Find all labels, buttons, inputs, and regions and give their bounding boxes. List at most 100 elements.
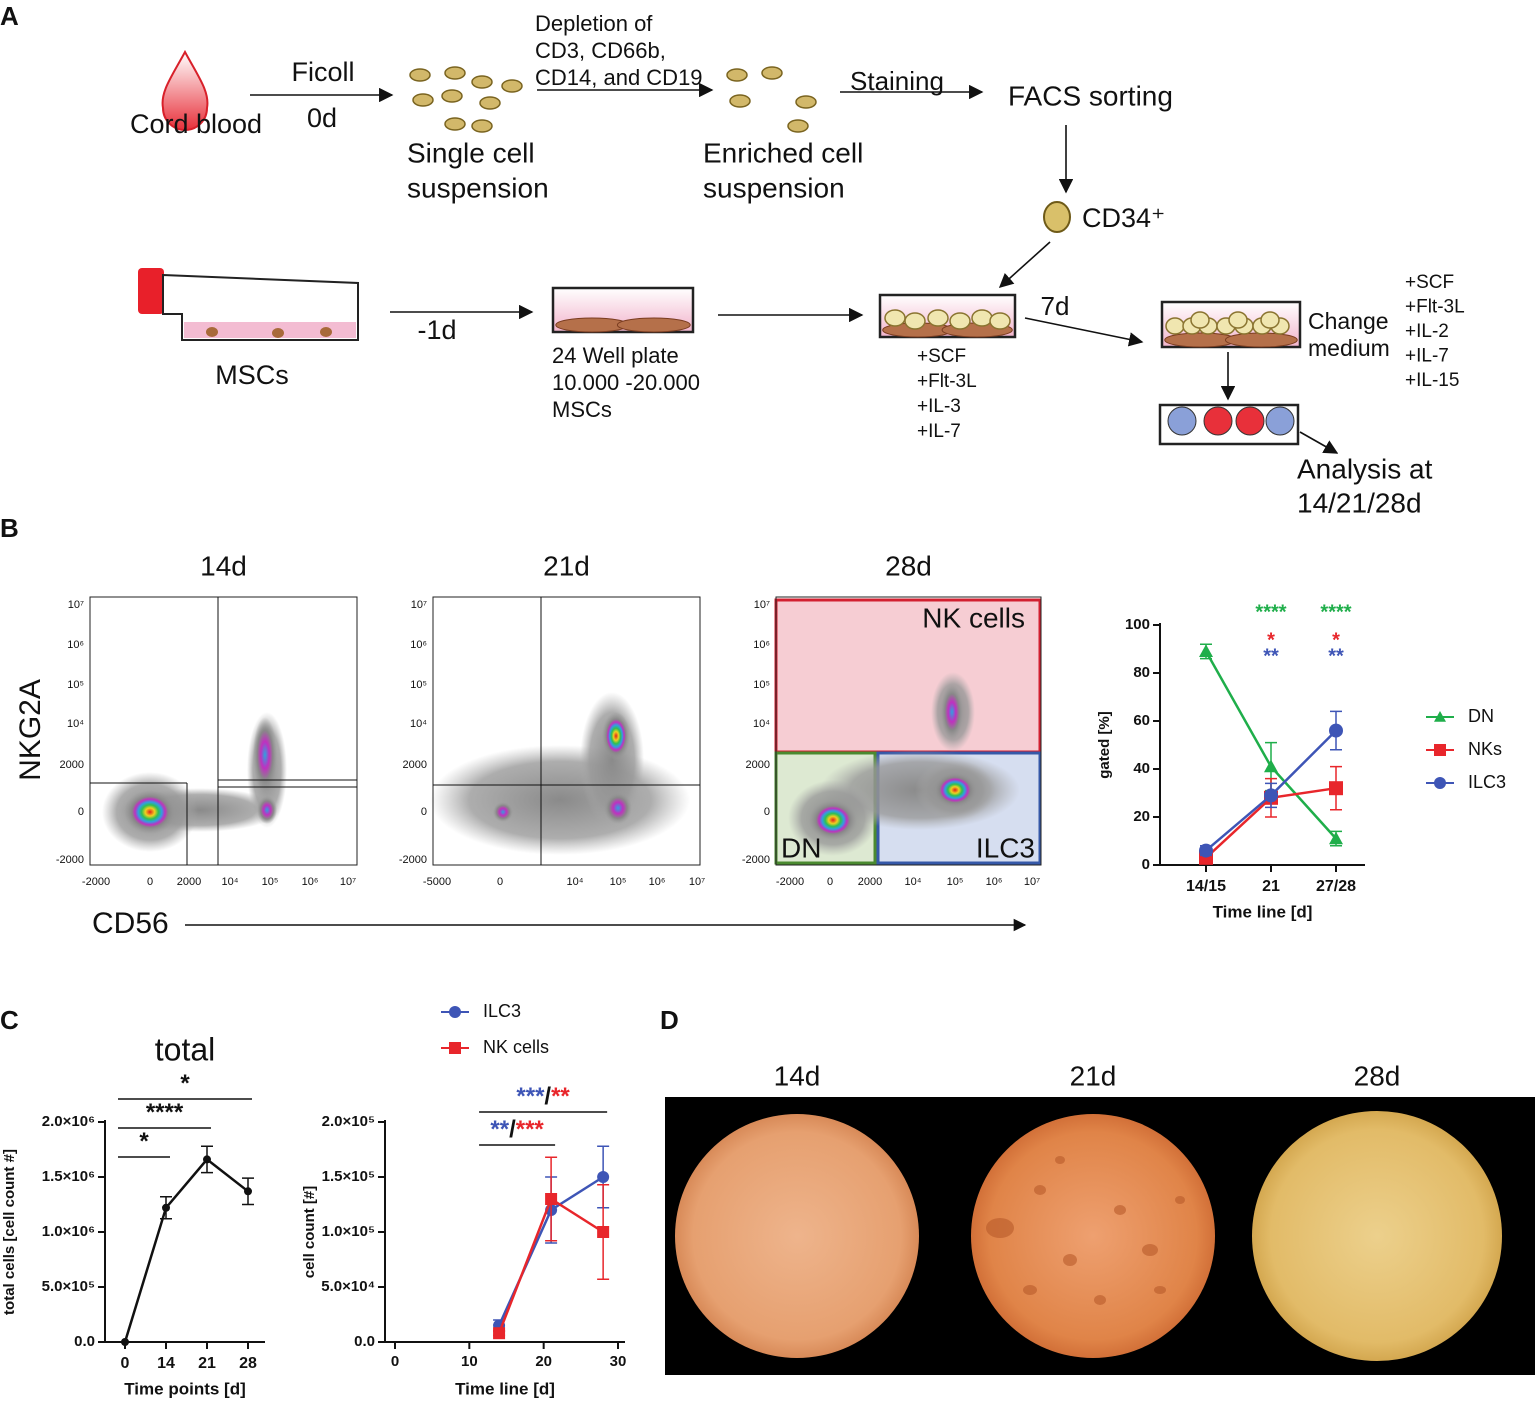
marker (1199, 843, 1213, 858)
y-tick-label: 10⁴ (410, 718, 427, 730)
marker (597, 1226, 610, 1238)
cell (444, 66, 466, 80)
significance: **** (1320, 601, 1351, 623)
legend-label: ILC3 (483, 1001, 521, 1021)
y-axis-title: cell count [#] (301, 1186, 318, 1279)
micrograph-title: 21d (1070, 1060, 1117, 1091)
label: +IL-7 (917, 421, 961, 442)
significance-part: *** (516, 1116, 545, 1143)
y-axis-title: gated [%] (1096, 711, 1113, 779)
x-tick-label: 2000 (858, 876, 882, 888)
marker (121, 1338, 129, 1346)
cell (761, 66, 783, 80)
density (604, 792, 632, 824)
marker (162, 1203, 170, 1212)
y-tick-label: 0 (421, 806, 427, 818)
y-tick-label: -2000 (399, 854, 427, 866)
msc (320, 327, 332, 337)
significance: **/*** (490, 1116, 544, 1143)
label: Single cell (407, 137, 535, 168)
arrow (1299, 431, 1339, 454)
y-tick-label: 1.5×10⁶ (42, 1168, 95, 1185)
label: MSCs (552, 397, 612, 422)
marker (545, 1193, 558, 1205)
cell (949, 312, 971, 330)
y-tick-label: 0.0 (74, 1333, 95, 1350)
x-tick-label: 21 (1262, 878, 1280, 895)
legend-label: ILC3 (1468, 772, 1506, 792)
y-tick-label: 2000 (60, 759, 84, 771)
legend-label: DN (1468, 706, 1494, 726)
label: 0d (307, 103, 337, 133)
axis-title: NKG2A (14, 679, 47, 781)
cell (471, 75, 493, 89)
cell (1165, 317, 1185, 335)
significance: ** (1328, 645, 1344, 667)
significance-part: **** (146, 1099, 184, 1126)
cell (1235, 406, 1265, 436)
significance-part: *** (516, 1083, 545, 1110)
y-tick-label: 10⁷ (68, 599, 84, 611)
y-tick-label: 10⁴ (67, 718, 84, 730)
cell (1260, 311, 1280, 329)
x-tick-label: 10⁵ (610, 876, 627, 888)
micrograph (1252, 1111, 1502, 1361)
micrograph (971, 1114, 1215, 1358)
label: +IL-2 (1405, 321, 1449, 342)
y-tick-label: 0 (78, 806, 84, 818)
label: -1d (417, 315, 456, 345)
x-tick-label: 0 (147, 876, 153, 888)
colony (1154, 1286, 1166, 1294)
y-tick-label: 10⁴ (753, 718, 770, 730)
label: Change (1308, 308, 1389, 334)
cell (1203, 406, 1233, 436)
gate-label: NK cells (922, 602, 1025, 633)
significance: **** (146, 1099, 184, 1126)
msc (272, 328, 284, 338)
plot-title: 28d (885, 550, 932, 581)
cell (501, 79, 523, 93)
x-tick-label: 10⁶ (302, 876, 319, 888)
panel-label: C (0, 1005, 19, 1035)
x-tick-label: 14/15 (1186, 878, 1226, 895)
significance: * (1267, 629, 1275, 651)
x-tick-label: 0 (827, 876, 833, 888)
label: MSCs (215, 360, 289, 390)
label: +IL-7 (1405, 346, 1449, 367)
micrograph-title: 28d (1354, 1060, 1401, 1091)
plot-title: 14d (200, 550, 247, 581)
x-tick-label: 10⁷ (1024, 876, 1040, 888)
plot-frame (89, 596, 358, 866)
significance: **** (1255, 601, 1286, 623)
chart-title: total (155, 1031, 215, 1067)
plot-frame (432, 596, 701, 866)
colony (1094, 1295, 1106, 1305)
msc (206, 327, 218, 337)
micrograph (675, 1114, 919, 1358)
cell (726, 68, 748, 82)
cell (795, 95, 817, 109)
y-tick-label: 2.0×10⁶ (42, 1113, 95, 1130)
micrograph-title: 14d (774, 1060, 821, 1091)
marker (1199, 644, 1213, 657)
arrow (998, 241, 1051, 288)
label: Enriched cell (703, 137, 863, 168)
cell (971, 309, 993, 327)
colony (1063, 1254, 1077, 1266)
y-tick-label: -2000 (742, 854, 770, 866)
y-tick-label: 10⁷ (754, 599, 770, 611)
marker (449, 1006, 461, 1018)
cell (927, 309, 949, 327)
cell (479, 96, 501, 110)
x-tick-label: 10⁴ (905, 876, 922, 888)
panel-label: A (0, 1, 19, 31)
label: Staining (850, 66, 944, 96)
colony (1034, 1185, 1046, 1195)
panel-label: D (660, 1005, 679, 1035)
marker (1434, 711, 1446, 722)
significance: * (139, 1128, 149, 1155)
cell (444, 117, 466, 131)
marker (1264, 788, 1278, 803)
marker (493, 1327, 506, 1340)
